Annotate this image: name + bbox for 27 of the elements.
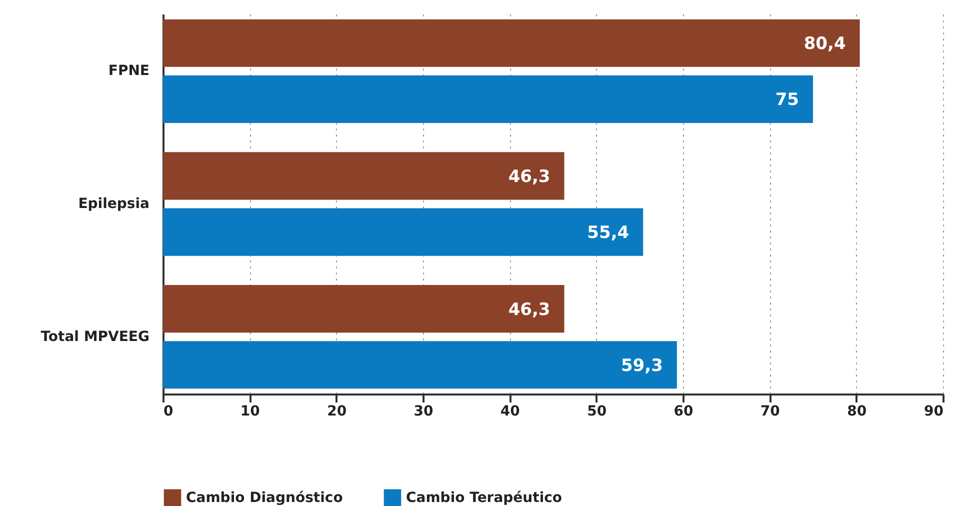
bar <box>163 152 564 200</box>
data-label: 59,3 <box>620 356 663 376</box>
x-tick-label: 50 <box>587 404 607 420</box>
bar <box>163 75 813 123</box>
x-tick-label: 40 <box>500 404 520 420</box>
data-label: 46,3 <box>508 300 550 320</box>
data-label: 55,4 <box>587 223 630 244</box>
legend-label: Cambio Terapéutico <box>406 490 562 506</box>
x-tick-label: 80 <box>847 404 867 420</box>
bar <box>163 341 677 389</box>
data-label: 80,4 <box>804 34 846 54</box>
y-tick-label: Total MPVEEG <box>40 328 150 345</box>
x-tick-label: 20 <box>327 404 347 420</box>
y-tick-label: FPNE <box>108 63 150 80</box>
x-tick-label: 60 <box>674 404 694 420</box>
bar <box>163 208 644 256</box>
x-tick-label: 30 <box>414 404 434 420</box>
x-tick-label: 90 <box>924 404 944 420</box>
data-label: 46,3 <box>508 166 550 187</box>
x-tick-label: 10 <box>240 404 260 420</box>
y-tick-label: Epilepsia <box>78 196 150 212</box>
legend-label: Cambio Diagnóstico <box>186 490 344 506</box>
data-label: 75 <box>775 90 799 110</box>
bar <box>163 19 860 67</box>
bar <box>163 285 564 333</box>
x-tick-label: 70 <box>760 404 780 420</box>
x-tick-label: 0 <box>164 404 174 420</box>
